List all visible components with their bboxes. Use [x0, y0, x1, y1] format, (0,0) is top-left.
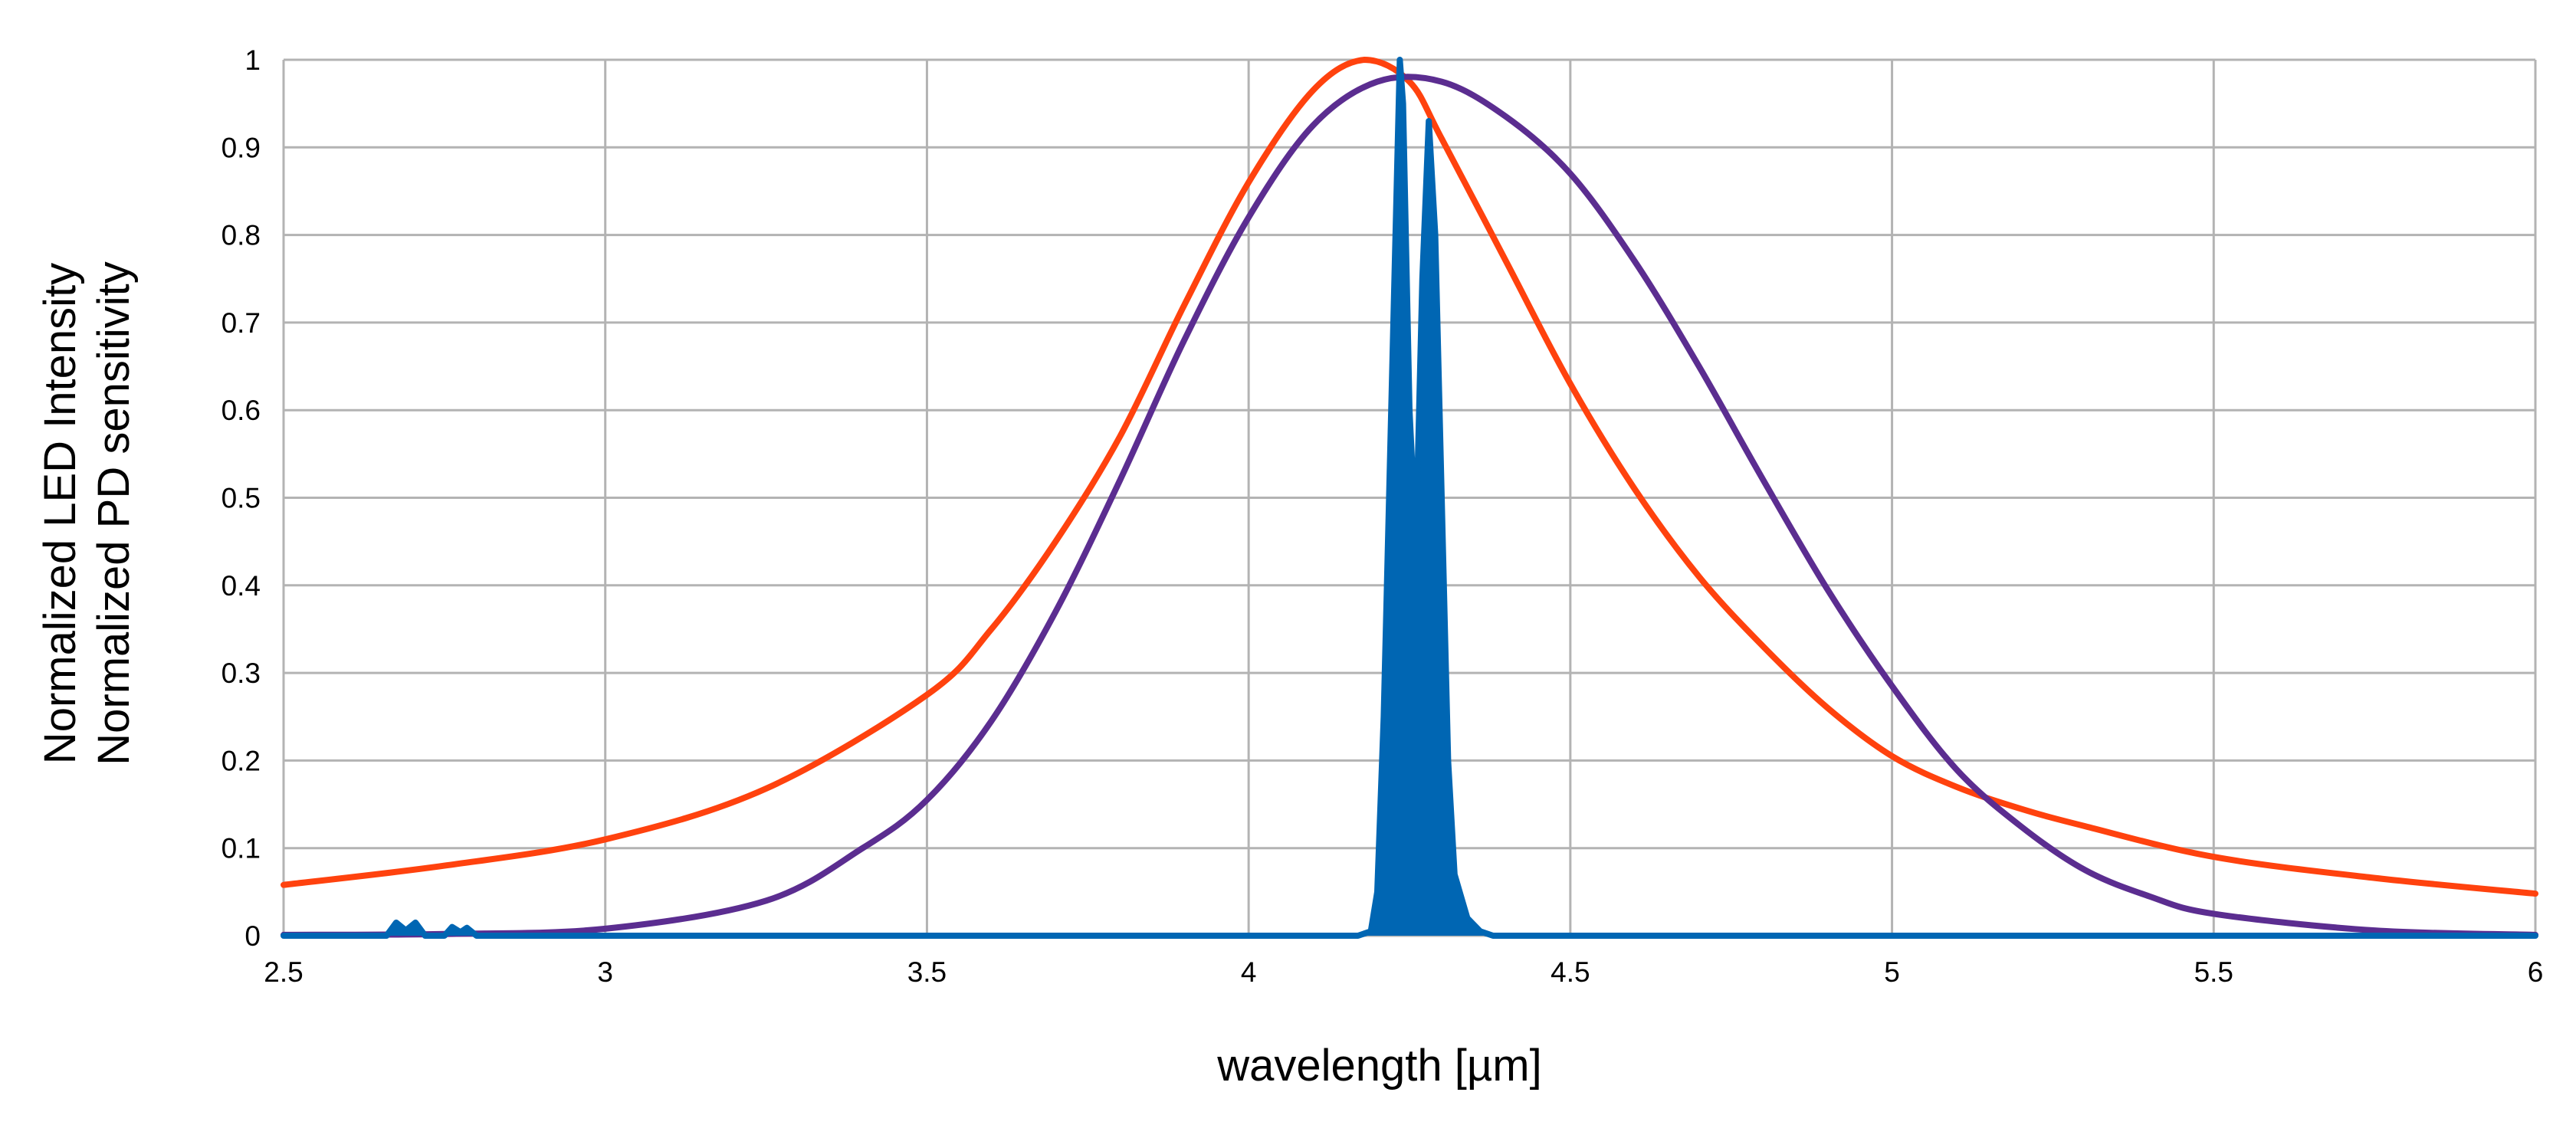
- y-tick-label: 0.5: [222, 483, 261, 514]
- y-tick-label: 0.4: [222, 570, 261, 602]
- y-tick-label: 1: [244, 44, 261, 76]
- y-tick-label: 0.2: [222, 745, 261, 776]
- x-tick-label: 5: [1884, 956, 1900, 988]
- x-tick-label: 6: [2528, 956, 2544, 988]
- x-tick-label: 5.5: [2194, 956, 2233, 988]
- y-tick-label: 0.6: [222, 395, 261, 426]
- y-axis-title-line-2: Normalized PD sensitivity: [89, 261, 139, 766]
- y-tick-labels: 0 0.1 0.2 0.3 0.4 0.5 0.6 0.7 0.8 0.9 1: [222, 44, 261, 952]
- x-axis-title: wavelength [µm]: [1216, 1041, 1542, 1091]
- x-tick-label: 4.5: [1551, 956, 1590, 988]
- x-tick-label: 3.5: [907, 956, 947, 988]
- x-tick-label: 3: [597, 956, 613, 988]
- y-axis-title-line-1: Normalized LED Intensity: [35, 263, 85, 764]
- x-tick-label: 2.5: [264, 956, 303, 988]
- series-layer: [281, 57, 2538, 939]
- series-led-spectrum-fill: [284, 60, 2535, 936]
- series-led-emission: [281, 57, 2538, 897]
- series-pd-sensitivity: [281, 74, 2538, 938]
- y-axis-title: Normalized LED Intensity Normalized PD s…: [35, 261, 139, 766]
- y-tick-label: 0.9: [222, 132, 261, 163]
- y-tick-label: 0.1: [222, 833, 261, 864]
- y-tick-label: 0.8: [222, 220, 261, 251]
- y-tick-label: 0.7: [222, 307, 261, 339]
- x-tick-labels: 2.5 3 3.5 4 4.5 5 5.5 6: [264, 956, 2543, 988]
- x-tick-label: 4: [1241, 956, 1257, 988]
- series-led-spectrum: [281, 57, 2538, 939]
- y-tick-label: 0.3: [222, 658, 261, 689]
- y-tick-label: 0: [244, 920, 261, 952]
